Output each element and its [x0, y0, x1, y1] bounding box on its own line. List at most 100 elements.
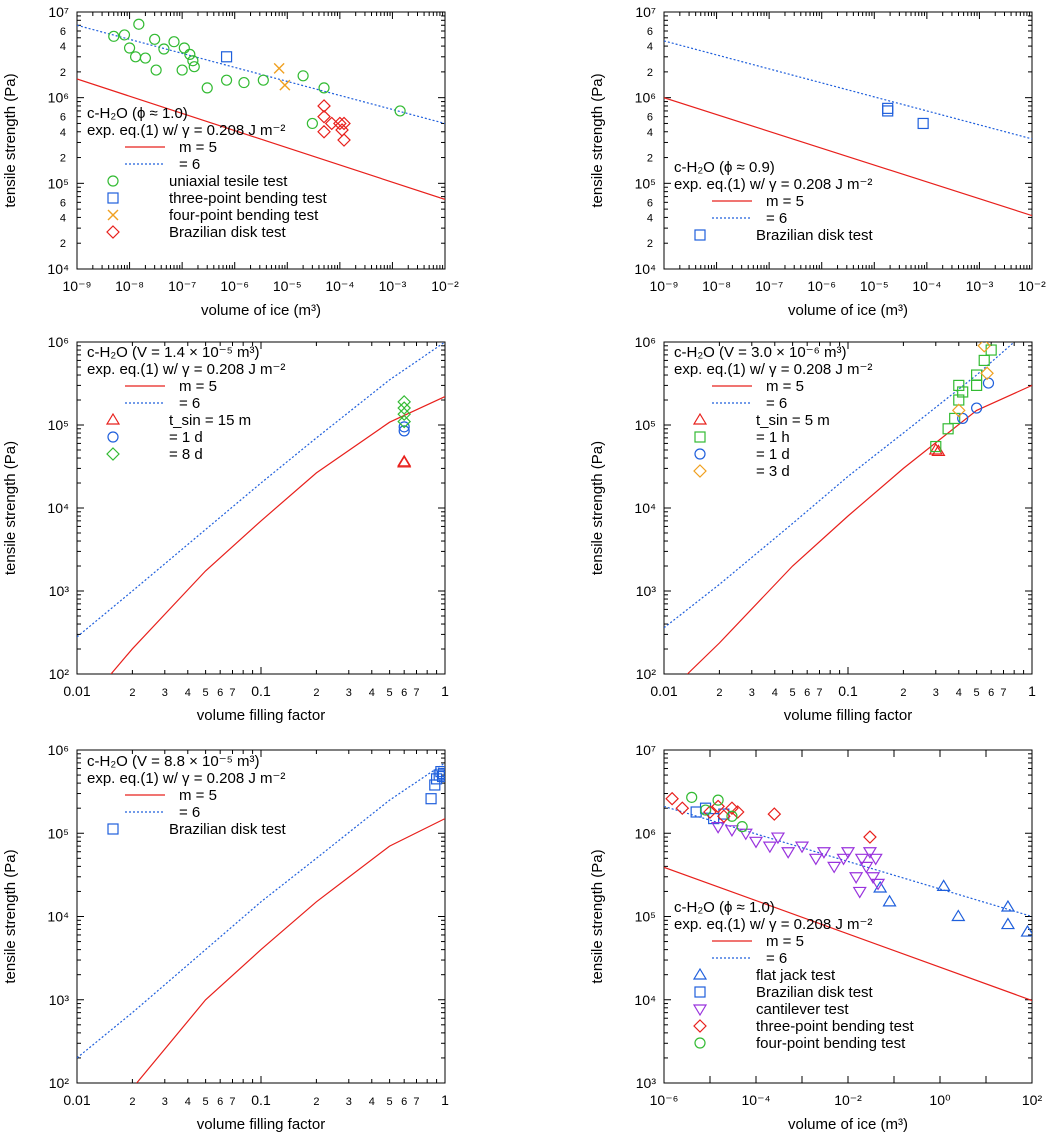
x-tick-label: 10⁻⁵ — [860, 278, 889, 294]
legend-series-label: three-point bending test — [169, 190, 327, 207]
data-point — [118, 29, 131, 41]
legend-curve-label: m = 5 — [766, 933, 804, 950]
x-tick-label: 0.01 — [63, 1092, 90, 1108]
data-point — [694, 986, 706, 998]
legend: c-H₂O (ϕ ≈ 0.9)exp. eq.(1) w/ γ = 0.208 … — [674, 159, 874, 244]
curves — [77, 762, 445, 1083]
x-minor-tick-label: 7 — [229, 1096, 235, 1108]
data-point — [917, 117, 929, 130]
x-minor-tick-label: 5 — [974, 687, 980, 699]
x-tick-label: 10⁻² — [834, 1092, 862, 1108]
data-points — [928, 342, 997, 457]
data-point — [107, 209, 119, 221]
data-point — [201, 82, 213, 94]
y-axis-label: tensile strength (Pa) — [2, 73, 19, 207]
x-tick-label: 10⁰ — [929, 1092, 951, 1108]
data-point — [836, 853, 851, 866]
data-points — [108, 18, 406, 147]
data-point — [317, 99, 331, 113]
y-tick-label: 10⁵ — [48, 825, 69, 841]
data-point — [107, 175, 119, 187]
data-point — [827, 861, 842, 874]
x-minor-tick-label: 5 — [203, 1096, 209, 1108]
data-point — [149, 33, 161, 45]
x-minor-tick-label: 2 — [129, 687, 135, 699]
data-point — [178, 42, 190, 54]
model-curve — [664, 866, 1032, 1002]
y-tick-label: 10⁴ — [634, 992, 656, 1008]
data-point — [693, 464, 707, 478]
y-tick-label: 10² — [49, 1075, 70, 1091]
x-tick-label: 10⁻⁴ — [912, 278, 941, 294]
data-point — [394, 105, 406, 117]
x-tick-label: 1 — [1028, 683, 1036, 699]
data-point — [957, 412, 969, 425]
data-point — [868, 853, 883, 866]
y-tick-label: 10⁶ — [48, 90, 69, 106]
data-point — [123, 42, 136, 54]
legend: c-H₂O (V = 3.0 × 10⁻⁶ m³)exp. eq.(1) w/ … — [674, 344, 872, 480]
curves — [77, 24, 445, 200]
data-point — [105, 412, 121, 425]
y-minor-tick-label: 6 — [60, 112, 66, 124]
legend-title: c-H₂O (V = 3.0 × 10⁻⁶ m³) — [674, 344, 846, 361]
data-point — [859, 861, 874, 874]
data-point — [711, 822, 726, 834]
data-point — [985, 344, 997, 356]
y-tick-label: 10⁴ — [634, 261, 656, 277]
data-point — [725, 801, 739, 816]
x-minor-tick-label: 4 — [369, 1096, 375, 1108]
legend-title: exp. eq.(1) w/ γ = 0.208 J m⁻² — [674, 916, 872, 933]
legend-series-label: Brazilian disk test — [169, 224, 287, 241]
x-minor-tick-label: 6 — [804, 687, 810, 699]
chart-panel-3: 0.01 0.1 12 3 4 5 6 7 2 3 4 5 6 710²10³10⁴10⁵10⁶volum… — [2, 334, 449, 724]
x-tick-label: 1 — [441, 683, 449, 699]
legend-series-label: = 1 d — [756, 446, 790, 463]
x-tick-label: 10⁻³ — [379, 278, 407, 294]
x-axis-label: volume of ice (m³) — [788, 1116, 908, 1133]
y-minor-tick-label: 2 — [647, 238, 653, 250]
data-point — [694, 229, 706, 241]
y-tick-label: 10⁵ — [635, 175, 656, 191]
data-point — [882, 894, 897, 907]
y-minor-tick-label: 2 — [647, 153, 653, 165]
x-minor-tick-label: 7 — [816, 687, 822, 699]
data-point — [279, 79, 291, 91]
y-tick-label: 10³ — [636, 583, 657, 599]
legend-series-label: Brazilian disk test — [169, 821, 287, 838]
data-points — [397, 395, 412, 468]
data-point — [665, 791, 679, 806]
data-point — [398, 421, 410, 433]
data-point — [949, 412, 961, 425]
x-minor-tick-label: 7 — [1000, 687, 1006, 699]
data-point — [139, 52, 151, 64]
data-point — [337, 116, 351, 131]
x-tick-label: 0.1 — [838, 683, 858, 699]
data-point — [694, 1037, 706, 1049]
x-minor-tick-label: 3 — [749, 687, 755, 699]
data-point — [1000, 917, 1016, 930]
chart-panel-1: 10⁻⁹ 10⁻⁸ 10⁻⁷ 10⁻⁶ 10⁻⁵ 10⁻⁴ 10⁻³ 10⁻² 2 4 6 2 4 6 2 4… — [2, 4, 459, 319]
data-point — [1000, 899, 1016, 912]
y-axis-label: tensile strength (Pa) — [589, 441, 606, 575]
legend-series-label: four-point bending test — [756, 1035, 906, 1052]
data-point — [1020, 924, 1032, 937]
data-point — [936, 879, 951, 891]
y-tick-label: 10⁵ — [48, 417, 69, 433]
legend-curve-label: m = 5 — [766, 193, 804, 210]
legend: c-H₂O (ϕ ≈ 1.0)exp. eq.(1) w/ γ = 0.208 … — [87, 105, 327, 241]
legend-curve-label: = 6 — [179, 156, 200, 173]
chart-panel-5: 0.01 0.1 12 3 4 5 6 7 2 3 4 5 6 710²10³10⁴10⁵10⁶volum… — [2, 742, 449, 1133]
y-minor-tick-label: 6 — [60, 197, 66, 209]
legend-series-label: flat jack test — [756, 967, 836, 984]
legend-title: c-H₂O (ϕ ≈ 1.0) — [674, 899, 775, 916]
data-points — [882, 102, 929, 130]
data-point — [188, 61, 200, 73]
legend-series-label: Brazilian disk test — [756, 984, 874, 1001]
data-point — [317, 124, 331, 139]
data-point — [726, 810, 738, 822]
data-point — [106, 447, 120, 461]
model-curve — [686, 384, 1032, 674]
legend-series-label: = 1 h — [756, 429, 790, 446]
